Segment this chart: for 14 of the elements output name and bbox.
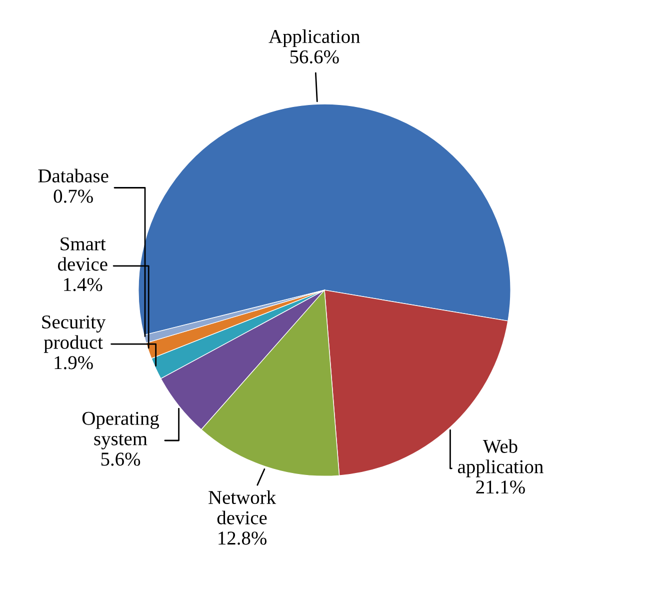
- slice-label: Smart device: [58, 237, 108, 271]
- slice-label: Application: [268, 29, 360, 48]
- slice-label: Security product: [42, 315, 106, 353]
- slice-label: Web application: [458, 439, 544, 478]
- slice-label: Database: [38, 168, 108, 182]
- data-label: 1.9%: [54, 356, 93, 370]
- data-label: 12.8%: [218, 532, 266, 545]
- data-label: 5.6%: [101, 452, 140, 466]
- data-label: 1.4%: [64, 278, 102, 292]
- data-label: 0.7%: [54, 190, 93, 203]
- slice-label: Network device: [208, 490, 276, 524]
- data-label: 21.1%: [476, 480, 525, 494]
- slice-label: Operating system: [82, 412, 160, 450]
- data-label: 56.6%: [290, 50, 339, 64]
